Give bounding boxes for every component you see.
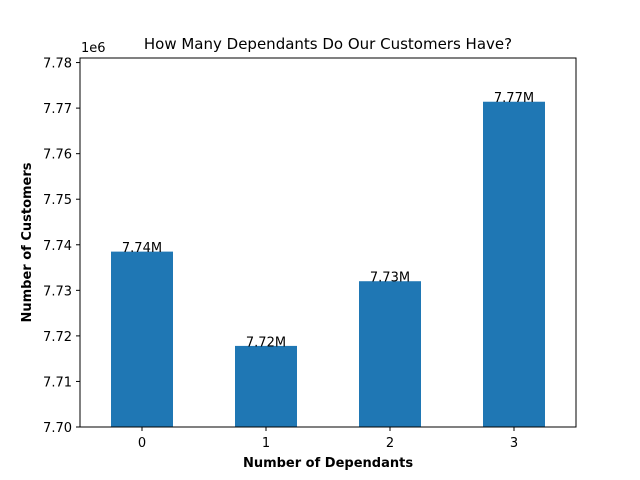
bar-1 <box>235 345 297 427</box>
y-tick-label: 7.71 <box>43 375 72 390</box>
bar-3 <box>483 101 545 427</box>
data-labels-group: 7.74M 7.72M 7.73M 7.77M <box>122 91 534 350</box>
y-tick-label: 7.78 <box>43 57 72 72</box>
x-tick-label: 1 <box>262 436 270 451</box>
y-tick-label: 7.77 <box>43 102 72 117</box>
y-axis-title: Number of Customers <box>20 162 35 322</box>
data-label: 7.73M <box>370 271 410 286</box>
x-tick-label: 2 <box>386 436 394 451</box>
bars-group <box>111 101 545 427</box>
data-label: 7.74M <box>122 241 162 256</box>
x-tick-label: 0 <box>138 436 146 451</box>
x-tick-label: 3 <box>510 436 518 451</box>
y-tick-label: 7.73 <box>43 284 72 299</box>
data-label: 7.72M <box>246 335 286 350</box>
y-tick-label: 7.72 <box>43 330 72 345</box>
plot-frame <box>79 57 577 428</box>
x-axis-title: Number of Dependants <box>243 456 413 471</box>
y-tick-label: 7.76 <box>43 148 72 163</box>
bar-2 <box>359 281 421 427</box>
y-offset-label: 1e6 <box>81 41 106 56</box>
y-tick-label: 7.75 <box>43 193 72 208</box>
y-tick-label: 7.74 <box>43 239 72 254</box>
y-tick-label: 7.70 <box>43 421 72 436</box>
ticks-group: 0 1 2 3 7.70 7.71 7.72 7.73 7.74 7.75 7.76 7.77 7.78 <box>43 57 518 451</box>
bar-0 <box>111 251 173 427</box>
data-label: 7.77M <box>494 91 534 106</box>
chart-title: How Many Dependants Do Our Customers Hav… <box>144 35 512 53</box>
